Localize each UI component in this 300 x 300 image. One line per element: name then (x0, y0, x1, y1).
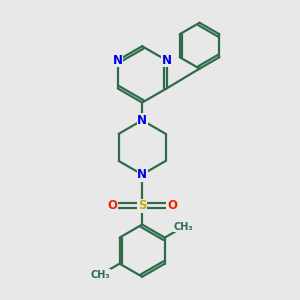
Text: N: N (113, 54, 123, 67)
Text: O: O (167, 199, 177, 212)
Text: CH₃: CH₃ (174, 222, 194, 232)
Text: CH₃: CH₃ (91, 270, 110, 280)
Text: N: N (137, 168, 147, 181)
Text: N: N (137, 114, 147, 127)
Text: N: N (162, 54, 172, 67)
Text: O: O (107, 199, 118, 212)
Text: S: S (138, 199, 146, 212)
